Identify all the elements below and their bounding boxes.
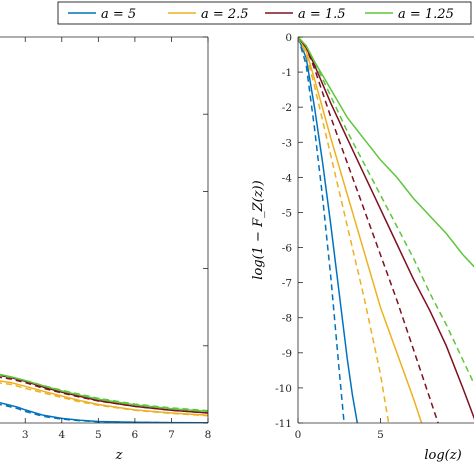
series-line-a1.25-dashed (0, 374, 208, 412)
y-tick-label: -2 (282, 102, 292, 114)
y-tick-label: 0 (285, 32, 292, 44)
x-tick-label: 3 (22, 429, 29, 441)
series-line-a5-solid (298, 37, 359, 423)
x-tick-label: 4 (58, 429, 65, 441)
y-tick-label: -9 (282, 348, 292, 360)
series-line-a1.25-solid (298, 37, 474, 268)
x-tick-label: 8 (205, 429, 212, 441)
y-axis-label: log(1 − F_Z(z)) (251, 180, 266, 279)
legend-label: a = 5 (101, 7, 136, 22)
y-tick-label: -5 (282, 207, 292, 219)
x-tick-label: 6 (132, 429, 139, 441)
x-axis-label: log(z) (424, 448, 461, 463)
legend-label: a = 2.5 (201, 7, 249, 22)
legend-box (57, 1, 472, 25)
series-line-a5-dashed (0, 403, 208, 423)
series-group (0, 373, 208, 423)
legend: a = 5 a = 2.5 a = 1.5 a = 1.25 (57, 1, 472, 25)
legend-label: a = 1.5 (298, 7, 346, 22)
y-tick-label: -7 (282, 278, 292, 290)
series-line-a2.5-dashed (0, 382, 208, 417)
left-plot: 3 4 5 6 7 8 z (0, 36, 212, 463)
series-line-a2.5-dashed (298, 37, 390, 423)
y-tick-label: -6 (282, 243, 293, 255)
right-plot: 0 5 0 -1 -2 -3 -4 -5 -6 -7 -8 -9 -10 -11 log(z) log(1 −… (251, 32, 474, 463)
x-axis-label: z (115, 448, 123, 463)
series-line-a1.5-dashed (298, 37, 439, 423)
series-line-a1.5-dashed (0, 376, 208, 414)
legend-label: a = 1.25 (398, 7, 454, 22)
x-tick-label: 7 (168, 429, 175, 441)
series-line-a1.5-solid (0, 374, 208, 414)
x-tick-label: 5 (95, 429, 102, 441)
y-tick-label: -8 (282, 313, 292, 325)
series-line-a1.25-dashed (298, 37, 474, 386)
series-line-a5-dashed (298, 37, 345, 423)
series-line-a2.5-solid (298, 37, 423, 423)
y-tick-label: -3 (282, 137, 292, 149)
x-tick-label: 0 (295, 429, 302, 441)
series-group (298, 37, 474, 423)
y-tick-label: -4 (282, 172, 293, 184)
y-tick-label: -10 (275, 383, 292, 395)
x-tick-label: 5 (377, 429, 384, 441)
y-tick-label: -11 (275, 418, 292, 430)
series-line-a1.5-solid (298, 37, 474, 420)
y-tick-label: -1 (282, 67, 292, 79)
